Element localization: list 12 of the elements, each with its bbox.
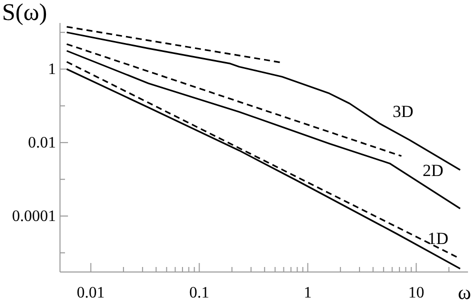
x-tick-label: 10 (408, 284, 424, 302)
y-tick-label: 1 (48, 61, 56, 78)
annotation: 3D (392, 102, 414, 121)
annotation: 2D (422, 160, 444, 180)
x-tick-label: 1 (304, 284, 312, 302)
x-tick-label: 0.01 (76, 284, 105, 302)
y-tick-label: 0.0001 (12, 208, 56, 226)
y-axis-title: S(ω) (2, 0, 48, 26)
y-tick-label: 0.01 (28, 134, 56, 152)
x-axis-title: ω (458, 282, 471, 302)
annotation: 1D (428, 228, 448, 248)
x-tick-label: 0.1 (189, 284, 210, 302)
